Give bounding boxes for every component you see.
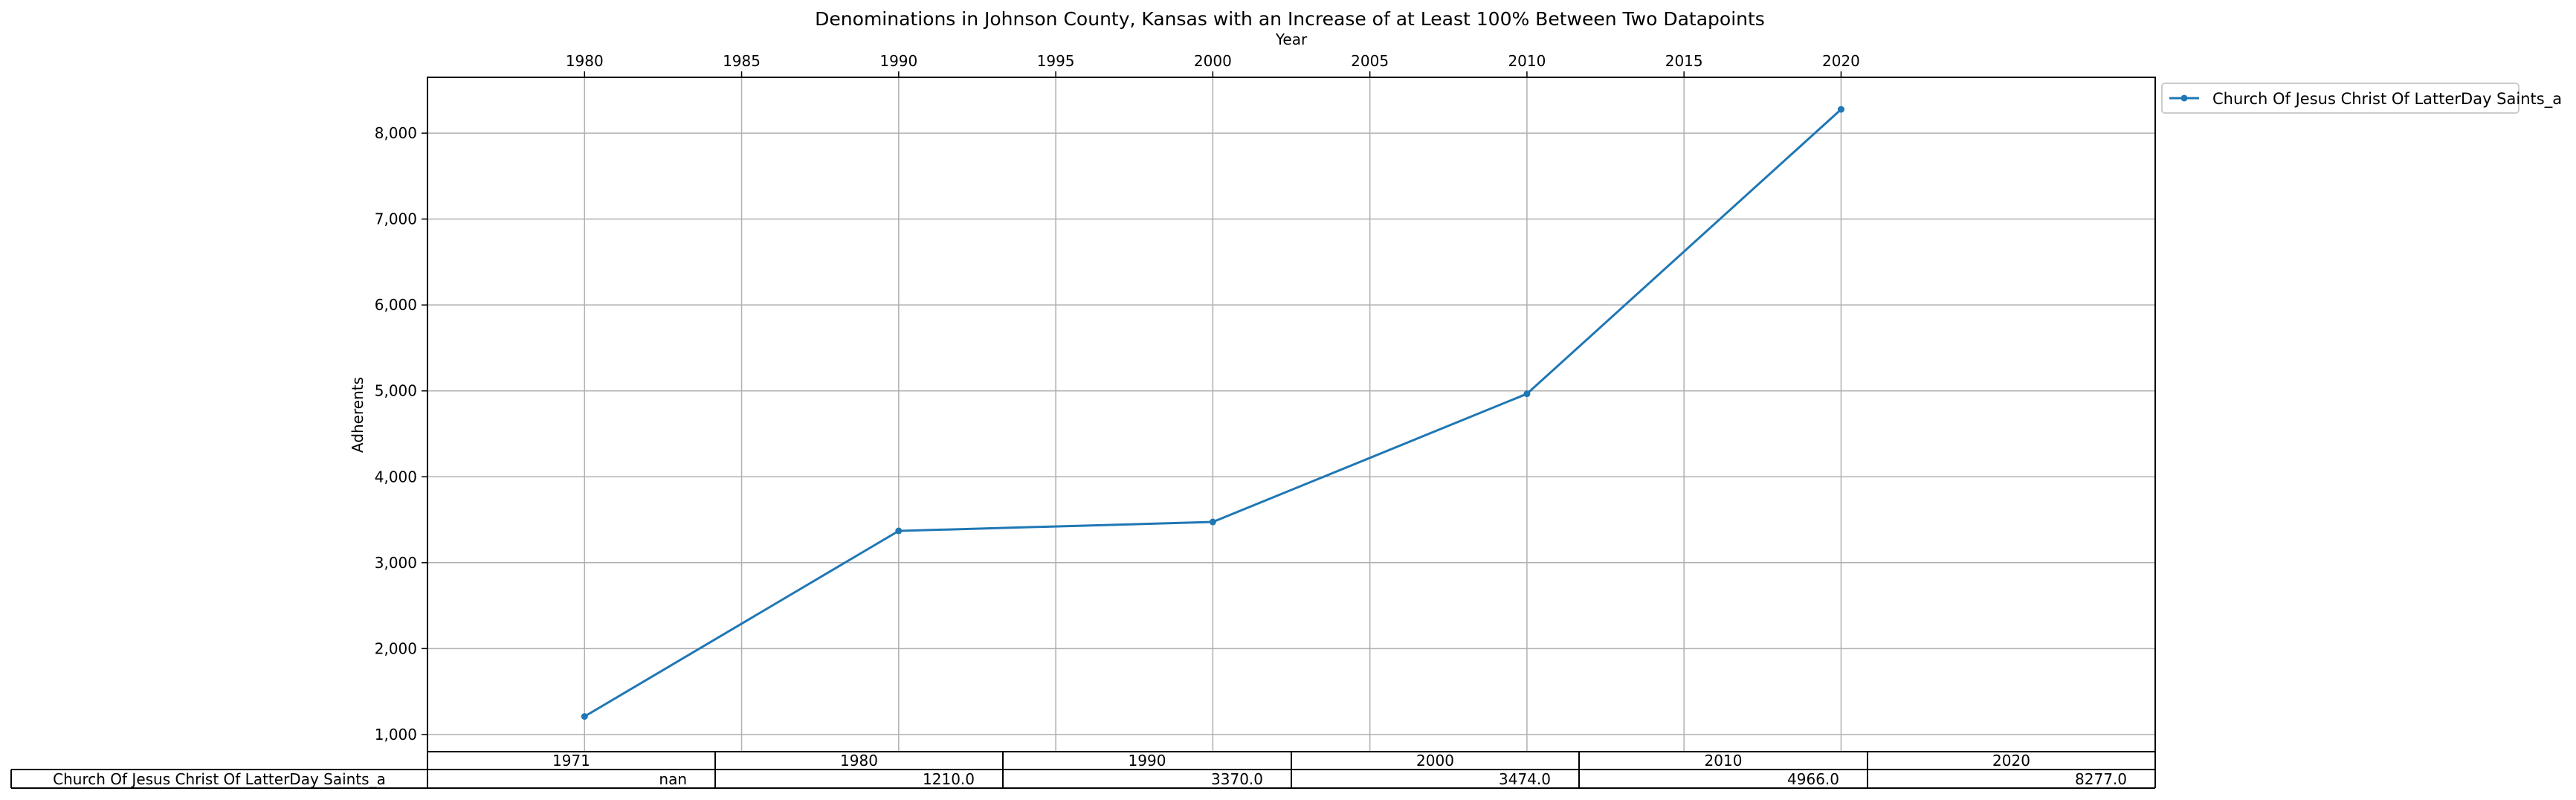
data-point bbox=[581, 713, 588, 720]
y-tick-label: 5,000 bbox=[375, 382, 417, 400]
y-tick-label: 7,000 bbox=[375, 210, 417, 228]
y-tick-label: 8,000 bbox=[375, 124, 417, 142]
legend-point-marker bbox=[2180, 94, 2188, 102]
x-tick-label: 1980 bbox=[566, 52, 604, 70]
table-column-header: 2010 bbox=[1705, 752, 1743, 770]
table-cell: 1210.0 bbox=[923, 770, 975, 788]
y-tick-label: 3,000 bbox=[375, 554, 417, 572]
y-tick-label: 2,000 bbox=[375, 639, 417, 657]
x-tick-label: 2000 bbox=[1194, 52, 1232, 70]
x-tick-label: 1995 bbox=[1037, 52, 1075, 70]
data-point bbox=[895, 527, 903, 535]
data-table: 1971 1980 1990 2000 2010 2020 Church Of Jesus … bbox=[10, 751, 2156, 789]
table-cell: 8277.0 bbox=[2075, 770, 2127, 788]
legend-label: Church Of Jesus Christ Of LatterDay Sain… bbox=[2212, 90, 2562, 109]
table-column-header: 2000 bbox=[1416, 752, 1454, 770]
table-row-label: Church Of Jesus Christ Of LatterDay Sain… bbox=[53, 770, 386, 788]
y-tick-label: 1,000 bbox=[375, 726, 417, 743]
series-layer bbox=[581, 106, 1844, 720]
x-tick-label: 2020 bbox=[1822, 52, 1860, 70]
table-cell: 3370.0 bbox=[1211, 770, 1263, 788]
y-tick-label: 6,000 bbox=[375, 296, 417, 314]
x-axis-ticks: 1980 1985 1990 1995 2000 2005 2010 2015 2020 bbox=[566, 52, 1860, 77]
x-tick-label: 2005 bbox=[1351, 52, 1389, 70]
legend: Church Of Jesus Christ Of LatterDay Sain… bbox=[2161, 83, 2562, 114]
table-column-header: 1990 bbox=[1129, 752, 1166, 770]
data-point bbox=[1523, 390, 1531, 398]
x-tick-label: 2010 bbox=[1508, 52, 1546, 70]
x-tick-label: 2015 bbox=[1665, 52, 1703, 70]
x-tick-label: 1990 bbox=[879, 52, 917, 70]
x-tick-label: 1985 bbox=[723, 52, 761, 70]
table-column-header: 2020 bbox=[1992, 752, 2030, 770]
plot-area bbox=[427, 77, 2156, 752]
table-column-header: 1971 bbox=[552, 752, 590, 770]
table-column-header: 1980 bbox=[840, 752, 878, 770]
data-point bbox=[1209, 518, 1216, 526]
y-tick-label: 4,000 bbox=[375, 468, 417, 486]
x-axis-label: Year bbox=[1275, 30, 1308, 48]
data-point bbox=[1837, 106, 1844, 113]
legend-box bbox=[2161, 83, 2519, 114]
table-cell: nan bbox=[659, 770, 687, 788]
table-cell: 3474.0 bbox=[1499, 770, 1551, 788]
chart-title: Denominations in Johnson County, Kansas … bbox=[815, 8, 1765, 30]
grid bbox=[427, 77, 2155, 752]
y-axis-ticks: 1,000 2,000 3,000 4,000 5,000 6,000 7,000 8,000 bbox=[375, 124, 427, 743]
table-cell: 4966.0 bbox=[1787, 770, 1839, 788]
y-axis-label: Adherents bbox=[349, 377, 367, 453]
